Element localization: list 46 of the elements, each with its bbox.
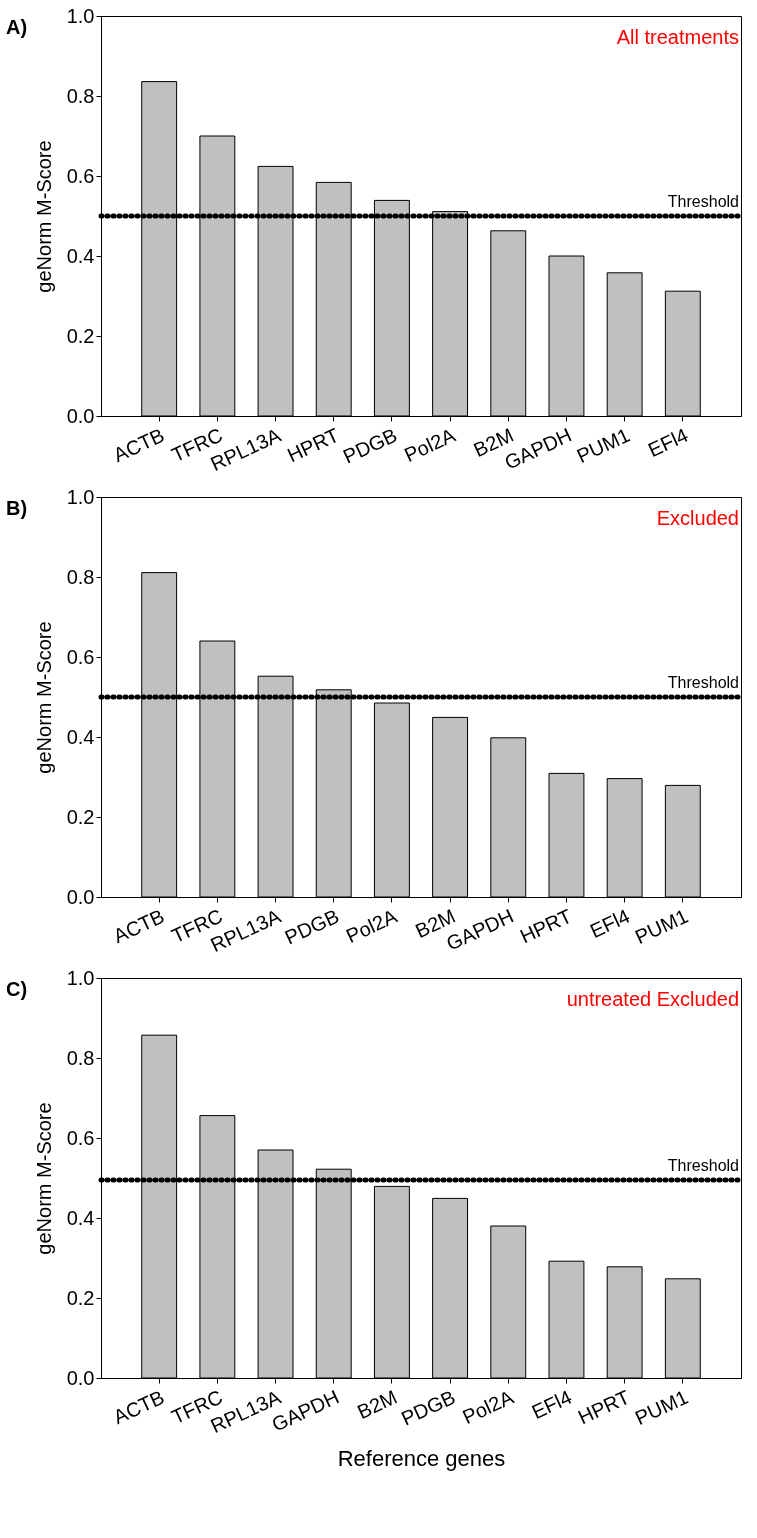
y-tick-label: 0.2 [66, 805, 95, 828]
y-tick-label: 0.6 [66, 164, 95, 187]
x-tick-label: PUM1 [631, 904, 692, 949]
y-tick-label: 1.0 [66, 966, 95, 989]
x-tick-label: Pol2A [400, 423, 460, 467]
y-tick-label: 0.4 [66, 244, 95, 267]
y-tick-label: 1.0 [66, 485, 95, 508]
y-tick-label: 1.0 [66, 4, 95, 27]
x-axis-title: Reference genes [337, 1446, 506, 1472]
x-tick-label: HPRT [516, 904, 575, 948]
x-tick-label: EFl4 [528, 1385, 575, 1424]
x-tick-label: PUM1 [631, 1385, 692, 1430]
y-axis-title: geNorm M-Score [32, 1102, 55, 1255]
ref-line-label: Threshold [667, 674, 739, 691]
y-tick-label: 0.8 [66, 1046, 95, 1069]
y-tick-label: 0.0 [66, 1366, 95, 1389]
y-tick-label: 0.2 [66, 324, 95, 347]
x-tick-label: ACTB [109, 904, 168, 948]
y-axis-title: geNorm M-Score [32, 140, 55, 293]
y-tick-label: 0.8 [66, 565, 95, 588]
y-tick-label: 0.6 [66, 645, 95, 668]
y-tick-label: 0.0 [66, 885, 95, 908]
x-tick-label: HPRT [574, 1385, 634, 1429]
x-tick-label: Pol2A [342, 904, 401, 948]
chart-title: C) [6, 978, 28, 1000]
y-axis-title: geNorm M-Score [32, 621, 55, 774]
ref-line-label: Threshold [667, 193, 739, 210]
chart-title: A) [6, 16, 28, 38]
y-tick-label: 0.6 [66, 1126, 95, 1149]
chart-title: B) [6, 497, 28, 519]
y-tick-label: 0.8 [66, 84, 95, 107]
x-tick-label: ACTB [109, 423, 168, 467]
x-tick-label: ACTB [109, 1385, 168, 1429]
y-tick-label: 0.0 [66, 404, 95, 427]
y-tick-label: 0.4 [66, 725, 95, 748]
y-tick-label: 0.2 [66, 1286, 95, 1309]
x-tick-label: EFl4 [586, 904, 634, 943]
y-tick-label: 0.4 [66, 1206, 95, 1229]
x-tick-label: PDGB [281, 904, 343, 949]
x-tick-label: EFl4 [644, 423, 692, 462]
x-tick-label: PUM1 [573, 423, 634, 468]
annotation: Excluded [656, 507, 739, 529]
ref-line-label: Threshold [667, 1157, 739, 1174]
annotation: untreated Excluded [566, 988, 739, 1010]
x-tick-label: Pol2A [459, 1385, 518, 1429]
annotation: All treatments [616, 26, 739, 48]
